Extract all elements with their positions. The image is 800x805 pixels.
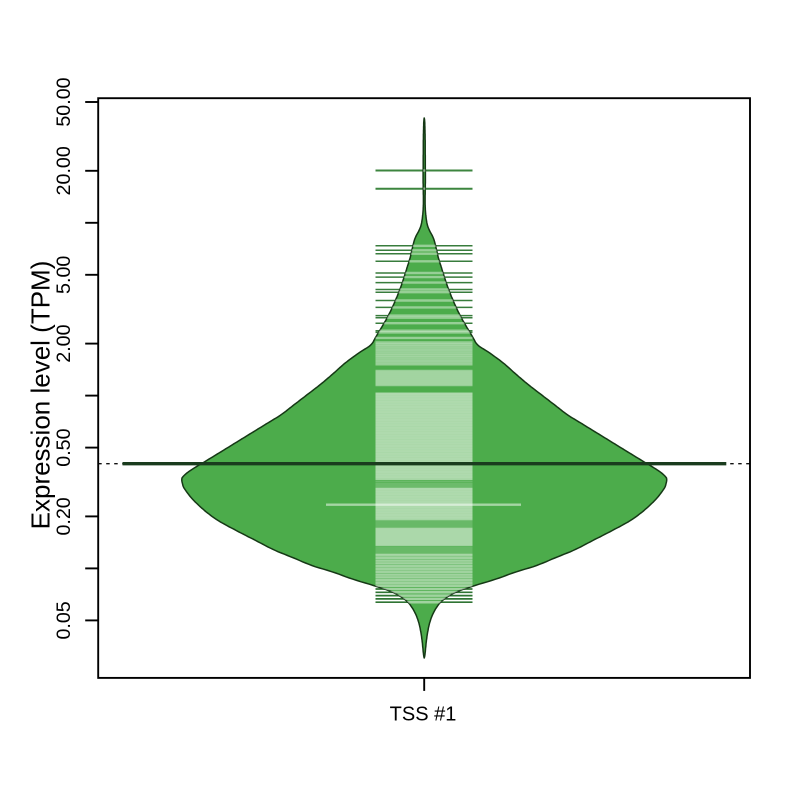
svg-text:Expression level (TPM): Expression level (TPM) bbox=[26, 261, 56, 530]
svg-text:2.00: 2.00 bbox=[53, 324, 75, 362]
svg-text:0.05: 0.05 bbox=[53, 601, 75, 639]
svg-text:0.20: 0.20 bbox=[53, 497, 75, 535]
svg-text:5.00: 5.00 bbox=[53, 256, 75, 294]
svg-text:0.50: 0.50 bbox=[53, 428, 75, 466]
svg-text:TSS #1: TSS #1 bbox=[390, 704, 457, 726]
svg-text:20.00: 20.00 bbox=[53, 146, 75, 195]
svg-text:50.00: 50.00 bbox=[53, 77, 75, 126]
